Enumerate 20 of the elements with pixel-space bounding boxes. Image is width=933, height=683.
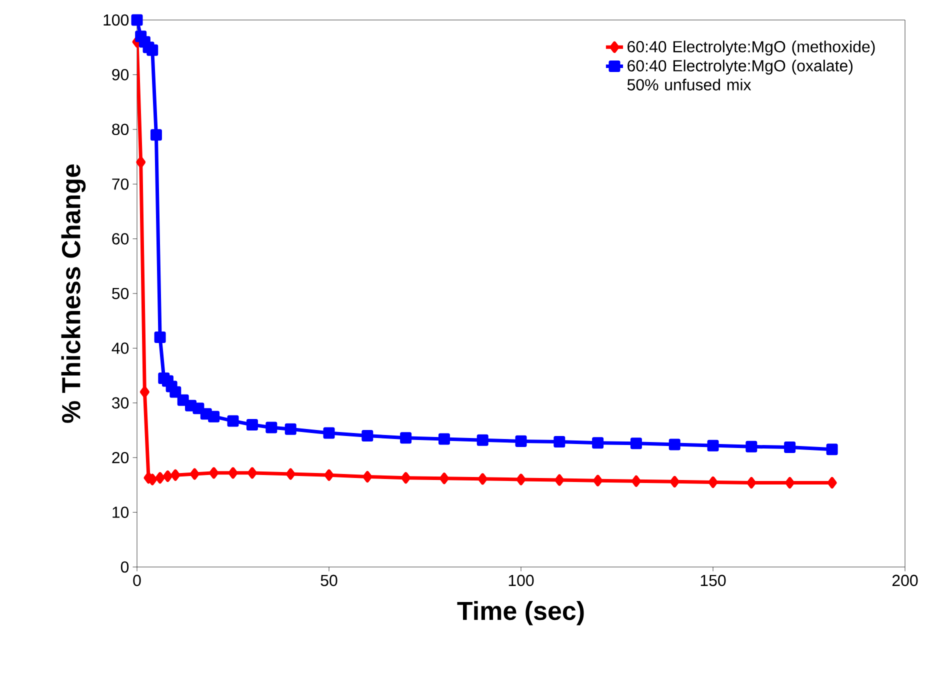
- x-tick-label: 150: [700, 574, 726, 586]
- x-tick-label: 50: [320, 574, 338, 586]
- y-axis-title: % Thickness Change: [61, 164, 86, 423]
- y-tick-label: 30: [112, 397, 129, 409]
- x-tick-label: 0: [133, 574, 141, 586]
- x-tick-label: 100: [508, 574, 534, 586]
- y-tick-label: 0: [120, 561, 129, 573]
- legend-label: 60:40 Electrolyte:MgO (methoxide): [628, 40, 875, 56]
- y-tick-label: 90: [112, 69, 129, 80]
- y-tick-label: 60: [112, 233, 129, 244]
- y-tick-label: 20: [112, 452, 129, 464]
- y-tick-label: 40: [112, 342, 129, 354]
- y-tick-label: 100: [104, 14, 129, 26]
- legend-label: 60:40 Electrolyte:MgO (oxalate) 50% unfused mix: [627, 60, 853, 90]
- x-axis-title: Time (sec): [457, 601, 584, 626]
- y-tick-label: 80: [112, 124, 129, 136]
- y-tick-label: 50: [112, 288, 129, 300]
- y-tick-label: 70: [112, 178, 129, 190]
- x-tick-label: 200: [892, 574, 918, 586]
- y-tick-label: 10: [112, 506, 129, 518]
